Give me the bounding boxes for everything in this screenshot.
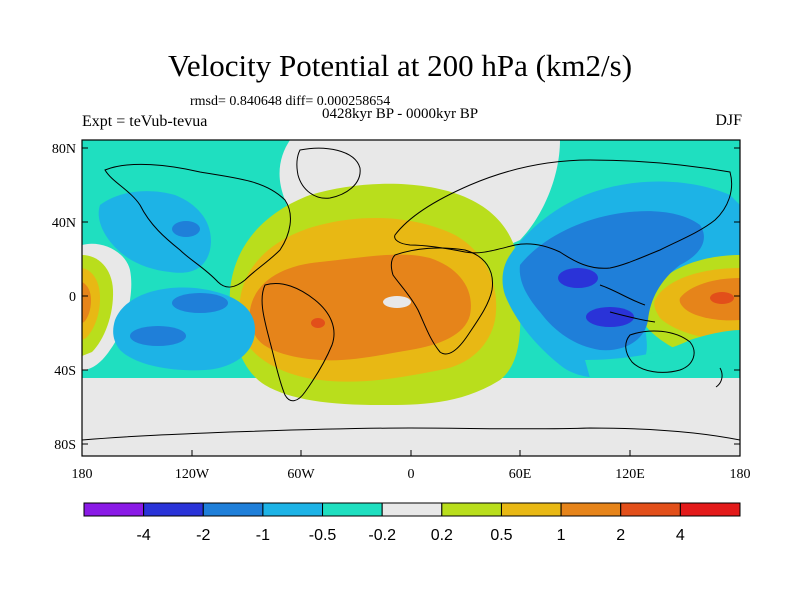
colorbar-label: 4 (676, 527, 685, 544)
colorbar-swatch (441, 502, 502, 517)
colorbar-label: -0.2 (368, 527, 396, 544)
colorbar-swatch (620, 502, 681, 517)
antarctica-outline (82, 427, 740, 441)
south-america-outline (261, 283, 335, 402)
australia-outline (625, 330, 695, 373)
colorbar-swatch (202, 502, 264, 517)
season-label: DJF (715, 112, 742, 129)
colorbar-swatch (679, 502, 741, 517)
colorbar-swatch (500, 502, 562, 517)
east-pacific-positive-1 (82, 282, 91, 323)
south-pacific-negative-1a (172, 293, 228, 313)
north-pacific-negative-1 (172, 221, 200, 237)
colorbar-label: 1 (557, 527, 566, 544)
west-pacific-positive-1 (679, 278, 740, 321)
greenland-outline (296, 147, 361, 199)
x-tick-label-180w: 180 (72, 467, 93, 482)
rmsd-stats: rmsd= 0.840648 diff= 0.000258654 (190, 94, 391, 109)
colorbar-label: -0.5 (309, 527, 337, 544)
africa-outline (390, 247, 494, 355)
y-tick-label-0: 0 (69, 290, 76, 305)
y-tick-marks (82, 147, 740, 445)
colorbar-swatch (83, 502, 145, 517)
colorbar-swatch (262, 502, 324, 517)
colorbar-label: -4 (137, 527, 151, 544)
west-pacific-max (710, 292, 734, 304)
positive-region-1 (249, 254, 471, 361)
y-tick-label-40s: 40S (54, 364, 76, 379)
y-tick-label-40n: 40N (52, 216, 76, 231)
equatorial-atlantic-neutral (383, 296, 411, 308)
new-zealand-outline (715, 367, 723, 388)
contour-field (82, 140, 740, 456)
chart-title: Velocity Potential at 200 hPa (km2/s) (167, 48, 633, 83)
period-subtitle: 0428kyr BP - 0000kyr BP (322, 106, 479, 122)
y-tick-label-80s: 80S (54, 438, 76, 453)
indonesia-outline (609, 311, 656, 323)
colorbar: -4 -2 -1 -0.5 -0.2 0.2 0.5 1 2 4 (83, 502, 741, 544)
colorbar-label: 0.2 (431, 527, 453, 544)
x-tick-label-60w: 60W (287, 467, 315, 482)
colorbar-label: -2 (196, 527, 210, 544)
colorbar-swatch (322, 502, 383, 517)
experiment-label: Expt = teVub-tevua (82, 113, 208, 130)
negative-min-maritime (586, 307, 634, 327)
maritime-continent-outline (599, 284, 646, 306)
negative-min-india (558, 268, 598, 288)
colorbar-swatch (143, 502, 204, 517)
colorbar-label: 2 (616, 527, 625, 544)
colorbar-label: -1 (256, 527, 270, 544)
southern-negative-02 (585, 330, 740, 378)
positive-max-south-america (311, 318, 325, 328)
south-pacific-negative-1b (130, 326, 186, 346)
x-tick-label-0: 0 (408, 467, 415, 482)
y-tick-label-80n: 80N (52, 142, 76, 157)
colorbar-label: 0.5 (490, 527, 512, 544)
x-tick-marks (81, 450, 741, 456)
north-america-outline (104, 163, 291, 288)
coastlines (82, 147, 740, 441)
x-tick-label-120e: 120E (615, 467, 645, 482)
x-tick-label-180e: 180 (730, 467, 751, 482)
x-tick-label-60e: 60E (509, 467, 532, 482)
colorbar-swatch (381, 502, 443, 517)
eurasia-outline (394, 159, 733, 269)
x-tick-label-120w: 120W (175, 467, 210, 482)
negative-region-1 (519, 211, 704, 351)
colorbar-swatch (560, 502, 622, 517)
